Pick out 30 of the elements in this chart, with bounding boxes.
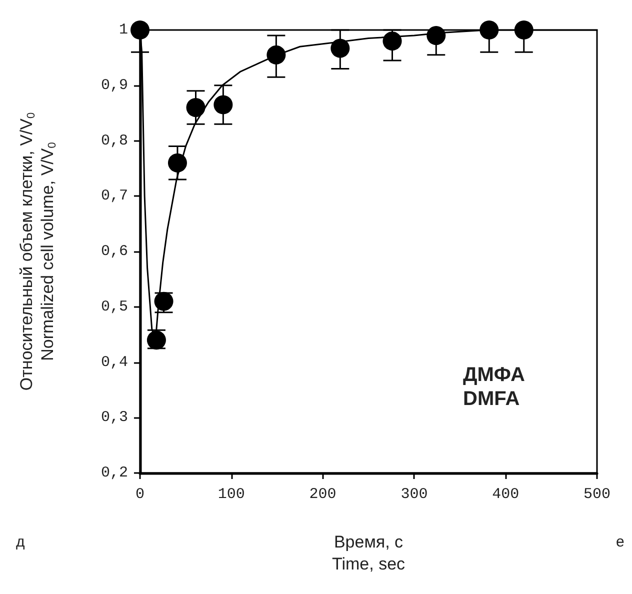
x-tick-label: 500 (583, 486, 611, 503)
x-tick-label: 300 (400, 486, 428, 503)
x-tick-label: 100 (218, 486, 245, 503)
point (130, 20, 150, 40)
x-tick-label: 400 (492, 486, 520, 503)
text: е (616, 534, 624, 550)
y-tick-label: 0,7 (100, 188, 128, 205)
y-tick-label: 0,2 (100, 464, 128, 482)
text: д (16, 534, 25, 550)
y-tick-label: 0,3 (100, 409, 128, 426)
point (382, 32, 402, 51)
y-tick-label: 0,5 (100, 298, 128, 316)
point (514, 20, 534, 40)
x-tick-label: 200 (309, 486, 336, 503)
x-tick-label: 0 (135, 486, 145, 503)
y-tick-label: 0,4 (100, 354, 128, 371)
annotation: ДМФА DMFA (463, 364, 525, 410)
point (426, 26, 446, 46)
text: Относительный объем клетки, V/V0 Normalized cell volume, V/V0 (17, 112, 58, 391)
point (186, 98, 206, 118)
x-axis-title: Время, с Time, sec (332, 532, 406, 574)
y-tick-label: 0,9 (100, 76, 128, 94)
y-tick-label: 0,6 (100, 243, 128, 260)
point (330, 38, 350, 58)
point (214, 95, 233, 114)
y-tick-label: 0,8 (100, 132, 128, 150)
point (168, 153, 187, 172)
point (480, 20, 499, 40)
y-tick-label: 1 (118, 22, 128, 38)
point (266, 45, 286, 64)
